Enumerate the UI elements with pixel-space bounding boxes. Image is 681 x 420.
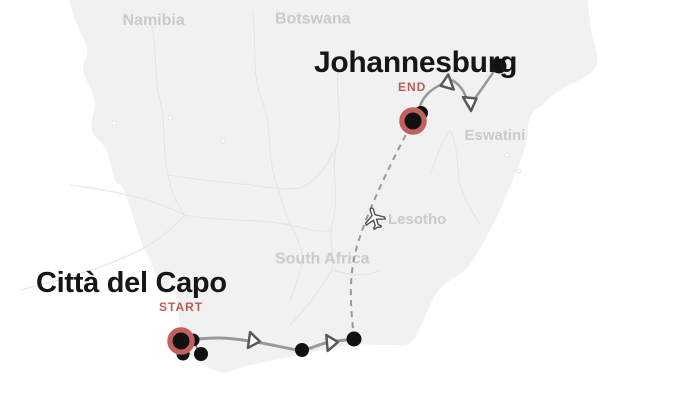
svg-text:Botswana: Botswana: [275, 11, 351, 28]
svg-text:Namibia: Namibia: [123, 12, 185, 29]
svg-text:Lesotho: Lesotho: [388, 211, 446, 228]
svg-text:Eswatini: Eswatini: [465, 127, 526, 144]
svg-text:South Africa: South Africa: [275, 251, 370, 268]
